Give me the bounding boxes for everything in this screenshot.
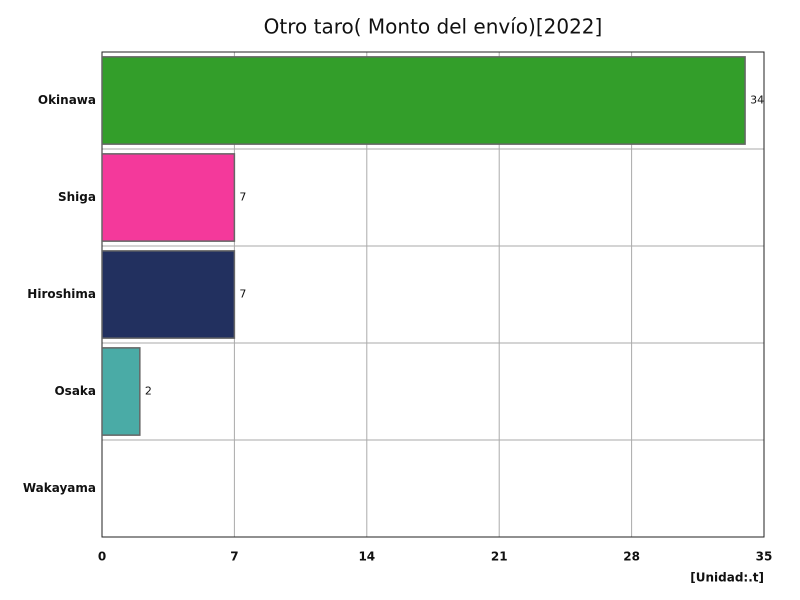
value-label: 2: [145, 385, 152, 398]
value-label: 7: [239, 191, 246, 204]
x-tick-label: 28: [623, 550, 640, 564]
x-tick-label: 21: [491, 550, 508, 564]
bar: [101, 153, 236, 242]
value-label: 34: [750, 94, 764, 107]
y-tick-label: Okinawa: [38, 93, 96, 107]
x-tick-label: 7: [230, 550, 238, 564]
unit-label: [Unidad:.t]: [690, 571, 764, 585]
chart-title: Otro taro( Monto del envío)[2022]: [264, 15, 603, 39]
bar: [101, 250, 236, 339]
bar: [101, 347, 141, 436]
y-tick-label: Wakayama: [23, 481, 96, 495]
bar: [101, 56, 746, 145]
x-tick-label: 35: [756, 550, 773, 564]
y-tick-label: Hiroshima: [27, 287, 96, 301]
x-tick-label: 0: [98, 550, 106, 564]
y-tick-label: Osaka: [54, 384, 96, 398]
y-tick-label: Shiga: [58, 190, 96, 204]
value-label: 7: [239, 288, 246, 301]
x-tick-label: 14: [358, 550, 375, 564]
